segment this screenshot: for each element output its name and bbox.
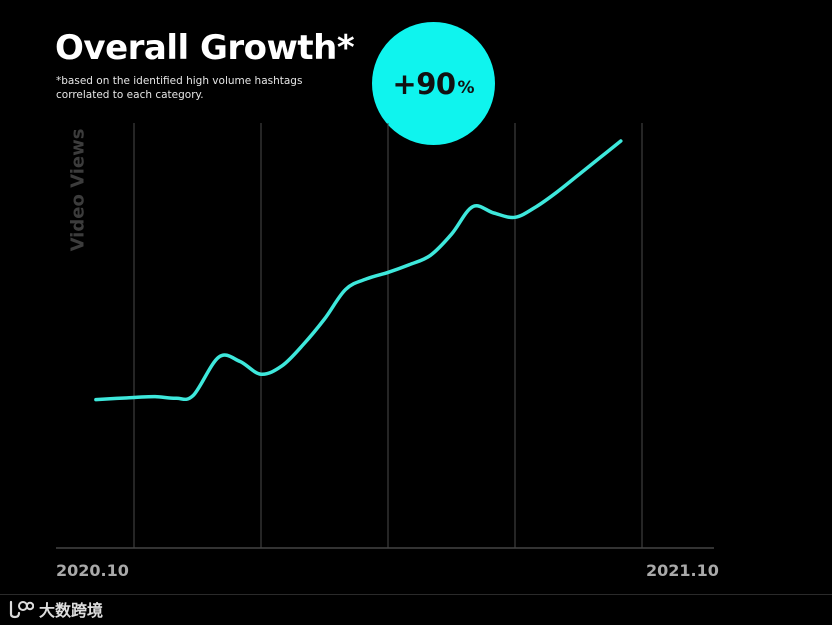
y-axis-label: Video Views <box>67 128 89 252</box>
brand-logo-icon <box>9 600 34 619</box>
x-tick-label-start: 2020.10 <box>56 561 129 580</box>
subtitle-line-1: *based on the identified high volume has… <box>56 75 303 87</box>
brand-logo: 大数跨境 <box>8 597 103 621</box>
growth-unit: % <box>457 77 475 98</box>
x-tick-label-end: 2021.10 <box>646 561 719 580</box>
subtitle-line-2: correlated to each category. <box>56 89 204 101</box>
growth-badge: +90 % <box>372 22 495 145</box>
series-line-0 <box>94 139 623 402</box>
brand-logo-text: 大数跨境 <box>39 601 104 620</box>
chart-subtitle: *based on the identified high volume has… <box>56 74 302 102</box>
chart-title: Overall Growth* <box>55 28 355 68</box>
growth-value: +90 <box>392 66 456 101</box>
footer-divider <box>0 594 832 595</box>
